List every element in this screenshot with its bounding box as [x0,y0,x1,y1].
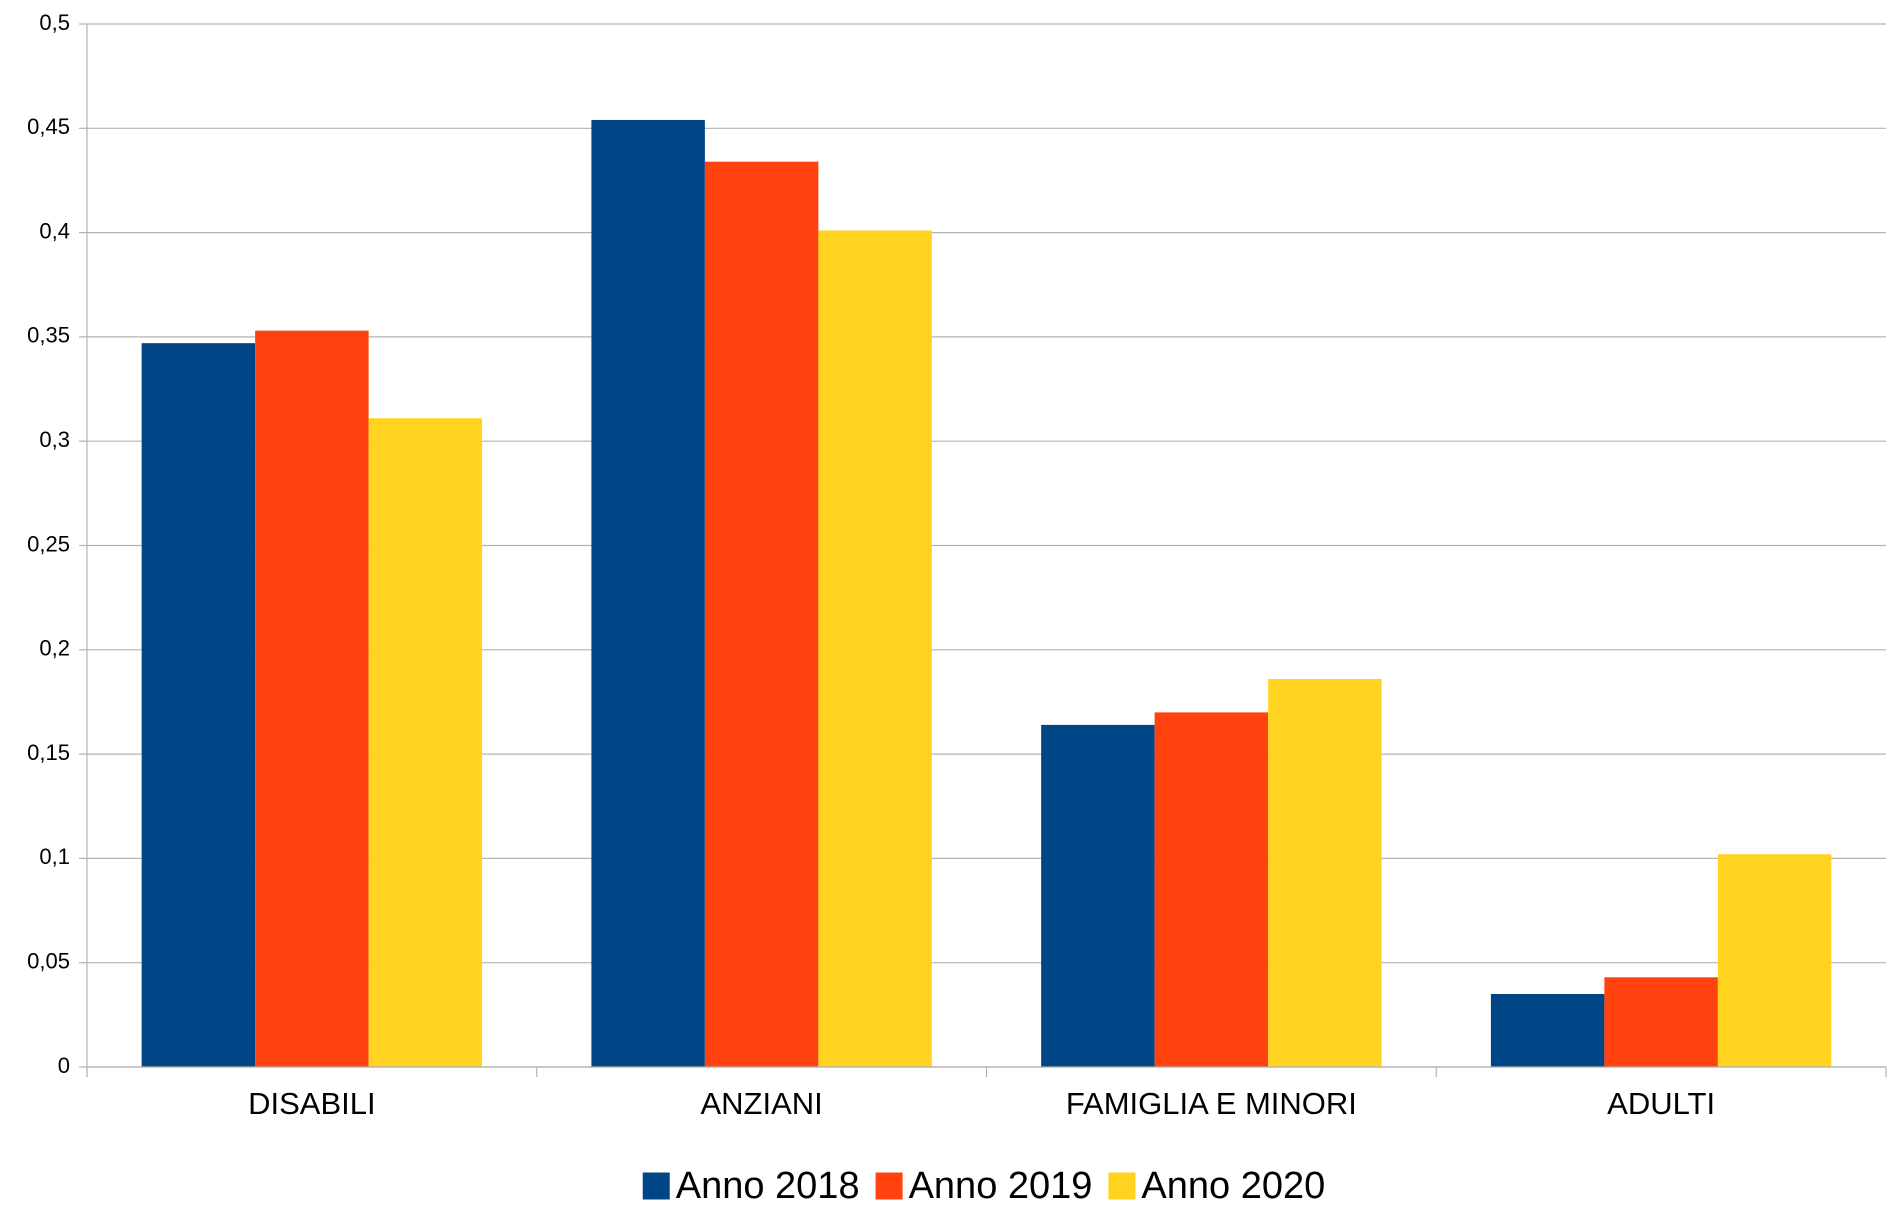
bar [141,343,256,1068]
y-tick-label: 0,35 [27,323,70,348]
legend-label: Anno 2018 [676,1165,860,1207]
y-tick-label: 0,3 [39,427,70,452]
bar [1604,977,1718,1067]
legend-swatch [642,1172,670,1200]
legend-swatch [875,1172,903,1200]
bar [591,119,705,1068]
bar [1717,854,1832,1067]
bar [1041,724,1155,1067]
x-tick-label: ANZIANI [700,1086,822,1121]
y-tick-label: 0 [58,1053,70,1078]
y-tick-label: 0,45 [27,114,70,139]
legend-label: Anno 2019 [909,1165,1093,1207]
bar [1154,712,1269,1067]
y-tick-label: 0,1 [39,844,70,869]
legend-label: Anno 2020 [1141,1165,1325,1207]
y-tick-label: 0,2 [39,636,70,661]
bar [818,230,932,1068]
x-tick-label: FAMIGLIA E MINORI [1066,1086,1357,1121]
x-tick-label: ADULTI [1607,1086,1715,1121]
y-tick-label: 0,05 [27,949,70,974]
y-tick-label: 0,15 [27,740,70,765]
bar [704,161,819,1067]
legend-swatch [1108,1172,1136,1200]
bar [368,418,483,1067]
y-tick-label: 0,25 [27,531,70,556]
y-tick-label: 0,5 [39,10,70,35]
y-tick-label: 0,4 [39,218,70,243]
bar [1268,679,1382,1067]
x-tick-label: DISABILI [248,1086,376,1121]
bar [255,330,369,1068]
bar [1490,993,1605,1067]
